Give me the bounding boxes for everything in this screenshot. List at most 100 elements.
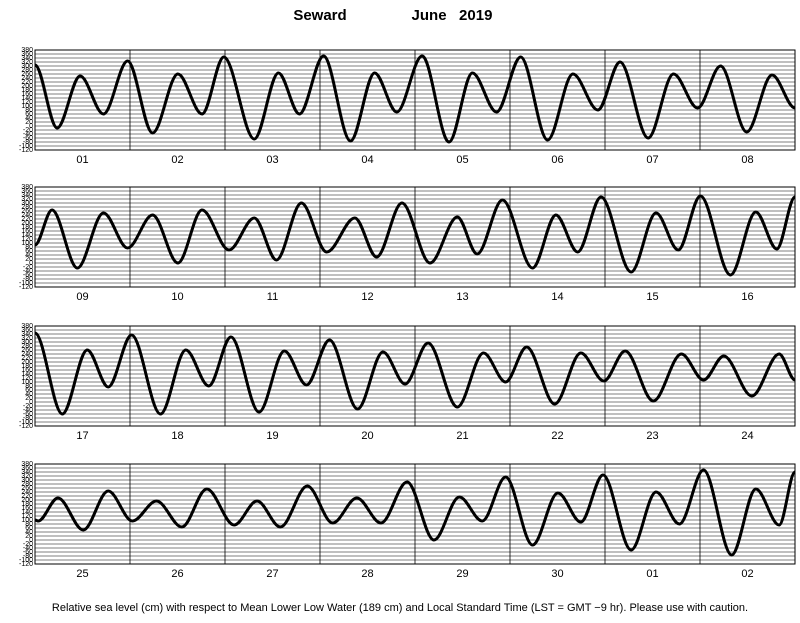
y-tick-label: 100 xyxy=(21,240,33,247)
y-tick-label: 340 xyxy=(21,55,33,62)
y-tick-label: 40 xyxy=(25,115,33,122)
y-tick-label: 160 xyxy=(21,367,33,374)
plot-frame xyxy=(34,186,796,288)
x-tick-label: 19 xyxy=(266,430,278,442)
y-tick-label: 180 xyxy=(21,363,33,370)
y-tick-label: 200 xyxy=(21,497,33,504)
y-tick-label: 280 xyxy=(21,67,33,74)
plot-frame xyxy=(34,463,796,565)
y-tick-label: 260 xyxy=(21,347,33,354)
y-tick-label: 20 xyxy=(25,256,33,263)
y-tick-label: 120 xyxy=(21,236,33,243)
x-tick-label: 20 xyxy=(361,430,373,442)
y-tick-label: 240 xyxy=(21,212,33,219)
tide-curve xyxy=(34,194,797,277)
x-tick-label: 04 xyxy=(361,154,373,166)
y-tick-label: 340 xyxy=(21,469,33,476)
y-tick-label: 40 xyxy=(25,529,33,536)
x-tick-label: 17 xyxy=(76,430,88,442)
y-tick-label: 380 xyxy=(21,461,33,468)
y-tick-label: 260 xyxy=(21,485,33,492)
y-tick-label: 300 xyxy=(21,63,33,70)
y-tick-label: 100 xyxy=(21,379,33,386)
y-tick-label: 60 xyxy=(25,387,33,394)
y-tick-label: 200 xyxy=(21,220,33,227)
y-tick-label: 360 xyxy=(21,327,33,334)
y-tick-label: -40 xyxy=(23,545,33,552)
y-tick-label: 100 xyxy=(21,517,33,524)
tide-curve xyxy=(33,331,796,416)
x-tick-label: 26 xyxy=(171,568,183,580)
y-tick-label: 140 xyxy=(21,371,33,378)
y-tick-label: -100 xyxy=(19,419,33,426)
y-tick-label: 160 xyxy=(21,91,33,98)
x-tick-label: 21 xyxy=(456,430,468,442)
y-tick-label: 100 xyxy=(21,103,33,110)
y-tick-label: 320 xyxy=(21,335,33,342)
plot-frame xyxy=(34,49,796,151)
y-tick-label: 280 xyxy=(21,204,33,211)
y-tick-label: -120 xyxy=(19,423,33,430)
y-tick-label: 20 xyxy=(25,119,33,126)
y-tick-label: -60 xyxy=(23,549,33,556)
x-tick-label: 06 xyxy=(551,154,563,166)
x-tick-label: 11 xyxy=(267,291,278,303)
y-tick-label: -120 xyxy=(19,284,33,291)
y-tick-label: -60 xyxy=(23,411,33,418)
y-tick-label: 140 xyxy=(21,232,33,239)
y-tick-label: -80 xyxy=(23,553,33,560)
y-tick-label: 260 xyxy=(21,208,33,215)
x-tick-label: 01 xyxy=(646,568,658,580)
y-tick-label: 80 xyxy=(25,107,33,114)
y-tick-label: 140 xyxy=(21,509,33,516)
y-tick-label: 140 xyxy=(21,95,33,102)
y-tick-label: -40 xyxy=(23,407,33,414)
y-tick-label: 60 xyxy=(25,525,33,532)
y-tick-label: 280 xyxy=(21,343,33,350)
y-tick-label: 80 xyxy=(25,244,33,251)
y-tick-label: 160 xyxy=(21,228,33,235)
y-tick-label: -20 xyxy=(23,127,33,134)
y-tick-label: 260 xyxy=(21,71,33,78)
y-tick-label: 20 xyxy=(25,533,33,540)
y-tick-label: 300 xyxy=(21,339,33,346)
x-tick-label: 08 xyxy=(741,154,753,166)
x-tick-label: 27 xyxy=(266,568,278,580)
y-tick-label: -80 xyxy=(23,276,33,283)
y-tick-label: 360 xyxy=(21,188,33,195)
x-tick-label: 25 xyxy=(76,568,88,580)
y-tick-label: 240 xyxy=(21,75,33,82)
x-tick-label: 16 xyxy=(741,291,753,303)
y-tick-label: 380 xyxy=(21,184,33,191)
y-tick-label: 60 xyxy=(25,248,33,255)
y-tick-label: -100 xyxy=(19,557,33,564)
footnote: Relative sea level (cm) with respect to … xyxy=(52,602,748,614)
y-tick-label: 220 xyxy=(21,355,33,362)
x-tick-label: 01 xyxy=(76,154,88,166)
y-tick-label: -20 xyxy=(23,403,33,410)
y-tick-label: 180 xyxy=(21,87,33,94)
x-tick-label: 09 xyxy=(76,291,88,303)
x-tick-label: 22 xyxy=(551,430,563,442)
x-tick-label: 02 xyxy=(741,568,753,580)
y-tick-label: -60 xyxy=(23,272,33,279)
chart-subtitle: June 2019 xyxy=(412,7,493,24)
y-tick-label: 120 xyxy=(21,99,33,106)
y-tick-label: -40 xyxy=(23,131,33,138)
y-tick-label: 80 xyxy=(25,383,33,390)
y-tick-label: 0 xyxy=(29,260,33,267)
x-tick-label: 05 xyxy=(456,154,468,166)
y-tick-label: -40 xyxy=(23,268,33,275)
tide-curve xyxy=(33,54,796,144)
x-tick-label: 24 xyxy=(741,430,753,442)
y-tick-label: 300 xyxy=(21,200,33,207)
y-tick-label: 0 xyxy=(29,537,33,544)
x-tick-label: 03 xyxy=(266,154,278,166)
x-tick-label: 15 xyxy=(646,291,658,303)
x-tick-label: 29 xyxy=(456,568,468,580)
y-tick-label: 320 xyxy=(21,473,33,480)
y-tick-label: 180 xyxy=(21,224,33,231)
tide-curve xyxy=(34,468,797,557)
y-tick-label: 320 xyxy=(21,59,33,66)
